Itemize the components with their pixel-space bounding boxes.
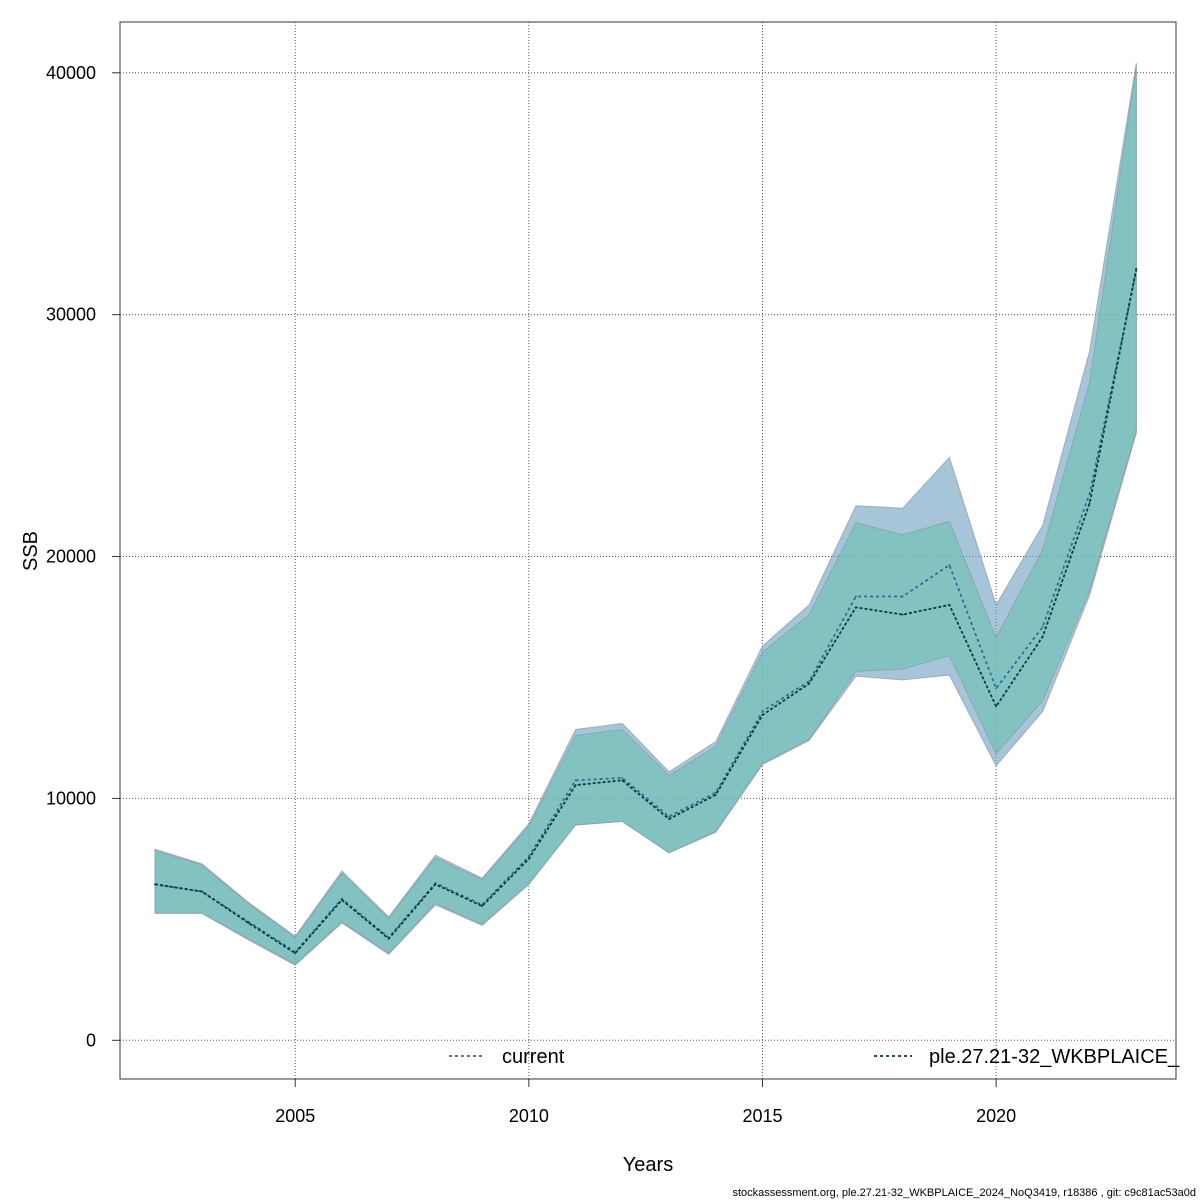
data-point xyxy=(1088,502,1091,505)
y-tick-label: 10000 xyxy=(46,788,96,808)
footer-note: stockassessment.org, ple.27.21-32_WKBPLA… xyxy=(732,1187,1196,1199)
data-point xyxy=(668,815,670,818)
y-tick-label: 40000 xyxy=(46,63,96,83)
data-point xyxy=(574,779,577,782)
data-point xyxy=(995,705,998,708)
x-tick-label: 2005 xyxy=(275,1106,315,1126)
series-lines xyxy=(154,267,1138,955)
data-point xyxy=(1088,492,1091,495)
confidence-bands xyxy=(154,63,1137,966)
legend-label: ple.27.21-32_WKBPLAICE_ xyxy=(929,1046,1180,1068)
legend: current ple.27.21-32_WKBPLAICE_ xyxy=(449,1046,1180,1068)
data-point xyxy=(574,784,577,787)
data-point xyxy=(948,564,951,566)
data-point xyxy=(434,883,437,886)
data-point xyxy=(1135,267,1138,270)
data-point xyxy=(1041,625,1044,628)
tick-labels: 2005 2010 2015 2020 0 10000 20000 30000 40000 xyxy=(46,63,1016,1126)
data-point xyxy=(1041,635,1044,638)
confidence-band-comparison xyxy=(154,65,1137,965)
data-point xyxy=(341,899,343,901)
data-point xyxy=(761,714,764,716)
legend-label: current xyxy=(502,1046,565,1068)
data-point xyxy=(901,613,904,616)
data-point xyxy=(948,604,951,606)
data-point xyxy=(761,710,764,713)
data-point xyxy=(527,857,530,860)
data-point xyxy=(154,883,156,886)
y-axis-title: SSB xyxy=(20,531,42,571)
data-point xyxy=(481,905,484,907)
y-tick-label: 30000 xyxy=(46,305,96,325)
series-line-comparison xyxy=(154,268,1138,955)
data-point xyxy=(855,606,857,609)
data-point xyxy=(621,776,624,779)
data-point xyxy=(294,952,297,955)
x-tick-label: 2020 xyxy=(976,1106,1016,1126)
data-point xyxy=(200,890,203,893)
data-point xyxy=(808,680,811,683)
y-tick-label: 20000 xyxy=(46,547,96,567)
data-point xyxy=(995,687,998,690)
data-point xyxy=(714,793,717,796)
x-tick-label: 2015 xyxy=(742,1106,782,1126)
data-point xyxy=(855,595,857,598)
x-tick-label: 2010 xyxy=(509,1106,549,1126)
data-point xyxy=(621,779,624,782)
data-point xyxy=(247,922,250,924)
y-tick-label: 0 xyxy=(86,1030,96,1050)
data-point xyxy=(808,682,811,685)
x-axis-title: Years xyxy=(623,1154,673,1176)
data-point xyxy=(668,818,670,820)
data-point xyxy=(901,595,904,598)
data-point xyxy=(387,937,390,940)
plot-frame xyxy=(119,21,1177,1080)
